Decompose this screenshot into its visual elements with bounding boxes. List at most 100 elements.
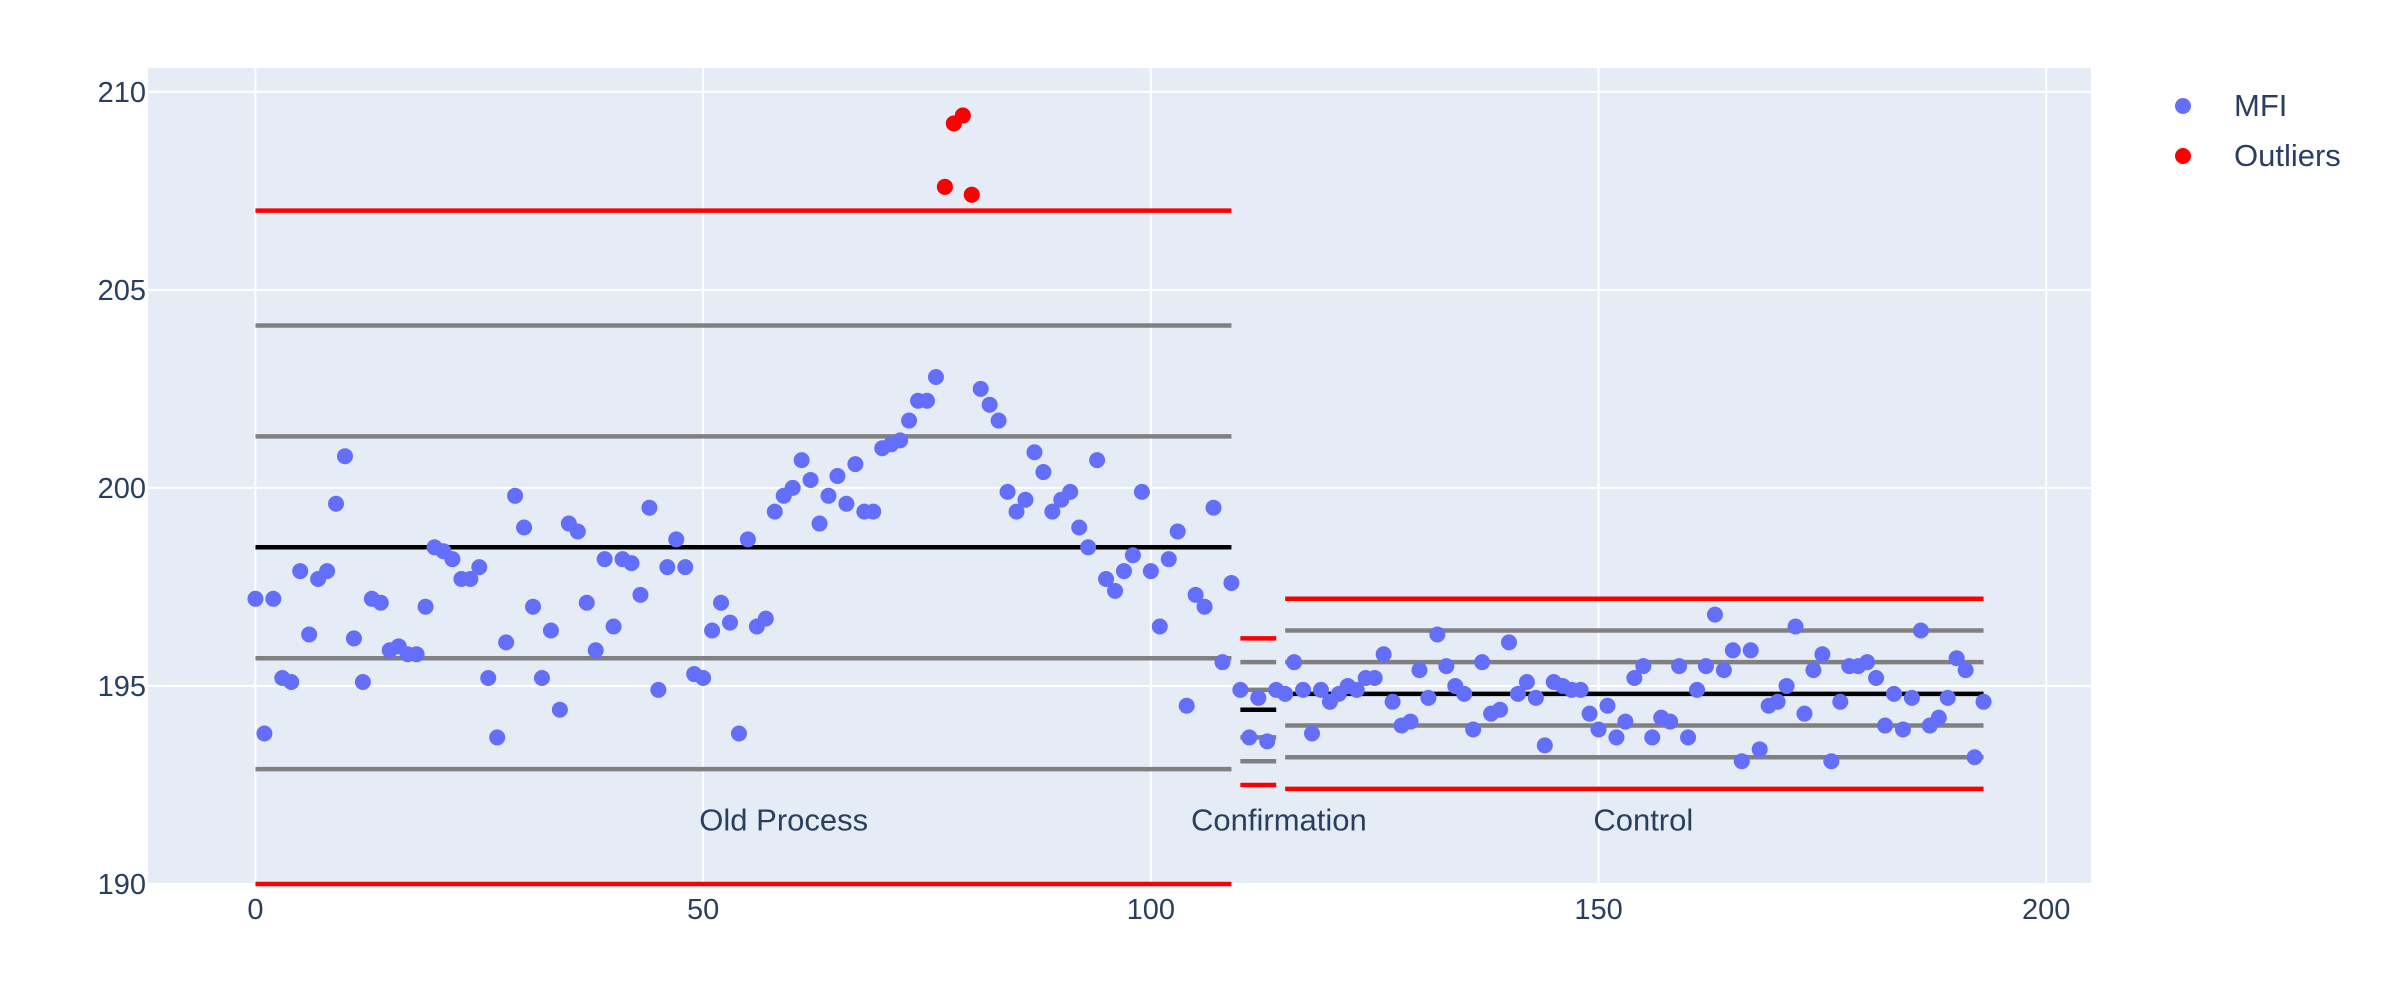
mfi-point <box>668 531 685 548</box>
mfi-point <box>336 448 353 465</box>
mfi-point <box>1733 753 1750 770</box>
mfi-point <box>1518 673 1535 690</box>
mfi-point <box>1581 705 1598 722</box>
mfi-point <box>1697 658 1714 675</box>
mfi-point <box>1680 729 1697 746</box>
mfi-point <box>972 380 989 397</box>
mfi-point <box>489 729 506 746</box>
mfi-point <box>1474 654 1491 671</box>
mfi-point <box>901 412 918 429</box>
legend-label: Outliers <box>2234 138 2341 173</box>
mfi-point <box>587 642 604 659</box>
phase-label: Confirmation <box>1191 803 1367 838</box>
mfi-point <box>1626 670 1643 687</box>
mfi-point <box>1169 523 1186 540</box>
mfi-point <box>1259 733 1276 750</box>
mfi-point <box>1689 681 1706 698</box>
mfi-point <box>1536 737 1553 754</box>
mfi-point <box>1617 713 1634 730</box>
mfi-point <box>319 563 336 580</box>
mfi-point <box>1241 729 1258 746</box>
mfi-point <box>1089 452 1106 469</box>
mfi-point <box>516 519 533 536</box>
y-tick-label: 210 <box>98 77 146 109</box>
mfi-point <box>1635 658 1652 675</box>
mfi-point <box>569 523 586 540</box>
mfi-point <box>292 563 309 580</box>
mfi-point <box>1124 547 1141 564</box>
mfi-point <box>1232 681 1249 698</box>
mfi-point <box>1196 598 1213 615</box>
mfi-point <box>677 559 694 576</box>
mfi-point <box>1859 654 1876 671</box>
mfi-point <box>1715 662 1732 679</box>
legend-label: MFI <box>2234 88 2287 123</box>
mfi-point <box>1133 483 1150 500</box>
mfi-point <box>1662 713 1679 730</box>
mfi-point <box>829 468 846 484</box>
outlier-point <box>936 178 953 195</box>
mfi-point <box>1590 721 1607 738</box>
phase-label: Control <box>1593 803 1693 838</box>
mfi-point <box>1903 689 1920 706</box>
mfi-point <box>533 670 550 687</box>
mfi-point <box>632 586 649 603</box>
mfi-point <box>1599 697 1616 714</box>
y-tick-label: 195 <box>98 671 146 703</box>
mfi-point <box>784 479 801 496</box>
mfi-point <box>596 551 613 568</box>
mfi-point <box>820 487 837 504</box>
mfi-point <box>981 396 998 413</box>
outlier-point <box>954 107 971 124</box>
y-tick-label: 200 <box>98 473 146 505</box>
phase-annotations: Old Process Confirmation Control <box>699 803 1693 838</box>
mfi-point <box>1912 622 1929 639</box>
mfi-point <box>1832 693 1849 710</box>
mfi-point <box>578 594 595 611</box>
mfi-point <box>1805 662 1822 679</box>
mfi-point <box>1107 582 1124 599</box>
data-points <box>247 107 1992 770</box>
mfi-point <box>1008 503 1025 520</box>
mfi-point <box>1823 753 1840 770</box>
mfi-point <box>1420 689 1437 706</box>
mfi-point <box>1062 483 1079 500</box>
mfi-point <box>372 594 389 611</box>
mfi-point <box>301 626 318 643</box>
mfi-point <box>927 368 944 385</box>
mfi-point <box>1957 662 1974 679</box>
legend-item-mfi[interactable]: MFI <box>2175 88 2287 123</box>
mfi-point <box>1438 658 1455 675</box>
mfi-point <box>1402 713 1419 730</box>
mfi-point <box>1277 685 1294 702</box>
mfi-point <box>892 432 909 449</box>
mfi-point <box>1465 721 1482 738</box>
legend-item-outliers[interactable]: Outliers <box>2175 138 2341 173</box>
mfi-point <box>471 559 488 576</box>
mfi-point <box>990 412 1007 429</box>
y-tick-label: 205 <box>98 275 146 307</box>
mfi-point <box>542 622 559 639</box>
mfi-point <box>739 531 756 548</box>
x-tick-label: 150 <box>1574 894 1622 926</box>
mfi-point <box>256 725 273 742</box>
x-tick-label: 50 <box>687 894 719 926</box>
x-tick-label: 100 <box>1127 894 1175 926</box>
mfi-point <box>1966 749 1983 766</box>
mfi-point <box>265 590 282 607</box>
mfi-point <box>1035 464 1052 481</box>
mfi-point <box>605 618 622 635</box>
legend[interactable]: MFI Outliers <box>2175 88 2341 173</box>
mfi-point <box>641 499 658 516</box>
mfi-point <box>354 673 371 690</box>
mfi-point <box>1608 729 1625 746</box>
mfi-point <box>838 495 855 512</box>
mfi-point <box>1509 685 1526 702</box>
mfi-point <box>1295 681 1312 698</box>
mfi-point <box>1115 563 1132 580</box>
mfi-point <box>247 590 264 607</box>
phase-label: Old Process <box>699 803 868 838</box>
mfi-point <box>1026 444 1043 461</box>
mfi-point <box>1644 729 1661 746</box>
mfi-point <box>1142 563 1159 580</box>
